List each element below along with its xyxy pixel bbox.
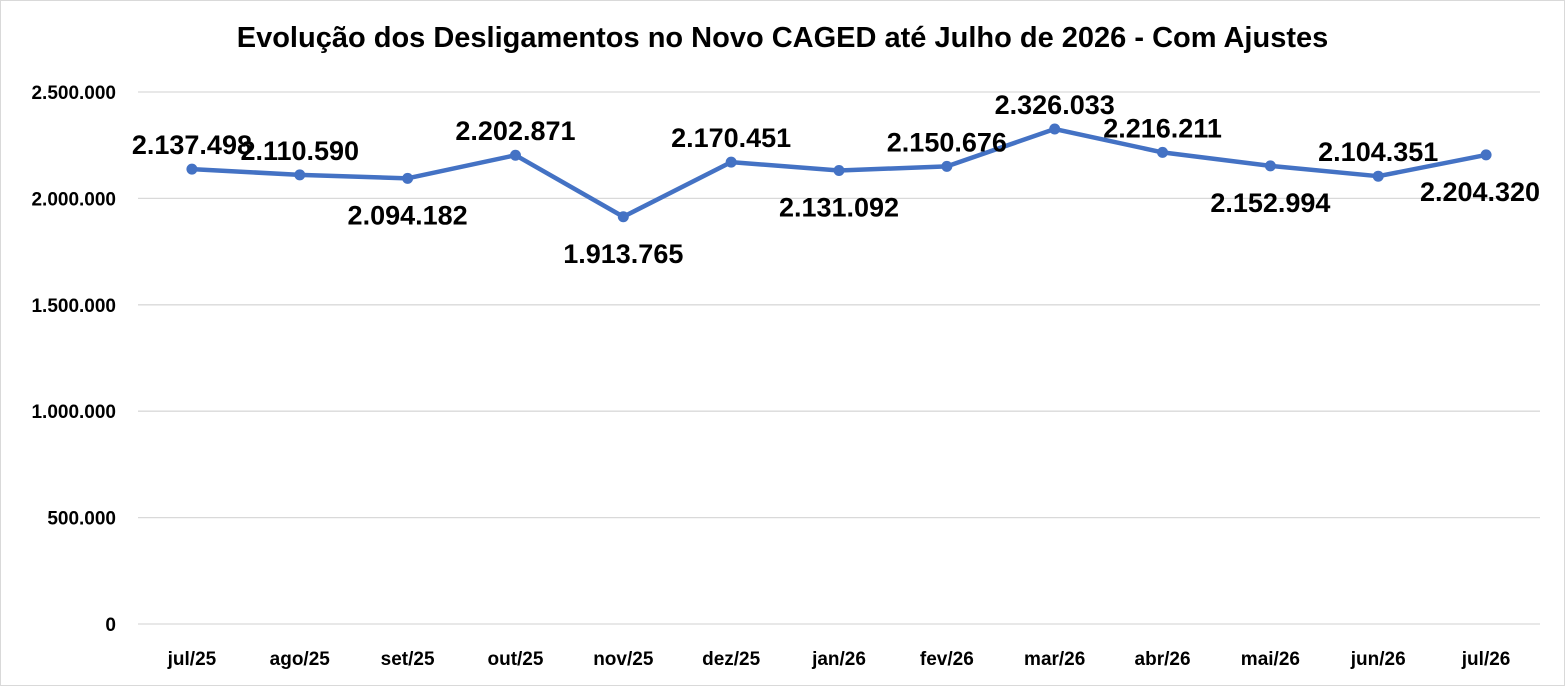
data-point	[725, 156, 737, 168]
data-point	[1480, 149, 1492, 161]
x-tick-label: dez/25	[702, 649, 761, 670]
y-tick-label: 500.000	[47, 509, 116, 530]
data-label: 2.104.351	[1318, 137, 1438, 167]
data-point	[402, 172, 414, 184]
data-point	[186, 163, 198, 175]
x-tick-label: jan/26	[811, 649, 866, 670]
x-tick-label: jul/25	[167, 649, 217, 670]
x-tick-label: jul/26	[1461, 649, 1511, 670]
x-tick-label: jun/26	[1350, 649, 1406, 670]
data-label: 2.110.590	[240, 136, 359, 166]
x-tick-label: set/25	[381, 649, 435, 670]
data-label: 2.137.498	[132, 130, 252, 160]
data-label: 2.216.211	[1103, 113, 1222, 143]
y-tick-label: 1.000.000	[31, 402, 116, 423]
data-point	[1157, 146, 1169, 158]
data-point	[617, 211, 629, 223]
gridlines	[138, 91, 1540, 625]
data-point	[294, 169, 306, 181]
data-label: 2.326.033	[995, 90, 1115, 120]
data-label: 2.202.871	[455, 116, 575, 146]
data-label: 2.170.451	[671, 123, 791, 153]
series-line-group	[186, 123, 1492, 223]
x-tick-label: fev/26	[920, 649, 974, 670]
y-tick-label: 1.500.000	[31, 296, 116, 317]
y-tick-label: 0	[105, 615, 116, 636]
x-tick-label: out/25	[487, 649, 543, 670]
data-label: 2.204.320	[1420, 177, 1540, 207]
x-tick-label: abr/26	[1135, 649, 1191, 670]
x-tick-label: nov/25	[593, 649, 654, 670]
y-tick-label: 2.000.000	[31, 189, 116, 210]
data-label: 2.150.676	[887, 127, 1007, 157]
data-point	[1372, 170, 1384, 182]
data-point	[833, 165, 845, 177]
data-label: 1.913.765	[563, 239, 683, 269]
data-point	[1264, 160, 1276, 172]
x-tick-label: mai/26	[1241, 649, 1300, 670]
y-tick-label: 2.500.000	[31, 83, 116, 104]
x-tick-label: mar/26	[1024, 649, 1085, 670]
x-tick-label: ago/25	[270, 649, 331, 670]
data-label: 2.094.182	[348, 200, 468, 230]
data-point	[509, 149, 521, 161]
y-axis: 0 500.000 1.000.000 1.500.000 2.000.000 2.500…	[31, 83, 116, 636]
data-label: 2.131.092	[779, 193, 899, 223]
x-axis: jul/25 ago/25 set/25 out/25 nov/25 dez/25 jan/…	[167, 649, 1511, 670]
data-point	[941, 160, 953, 172]
data-label: 2.152.994	[1210, 188, 1330, 218]
data-point	[1049, 123, 1061, 135]
chart-title: Evolução dos Desligamentos no Novo CAGED…	[236, 22, 1329, 54]
